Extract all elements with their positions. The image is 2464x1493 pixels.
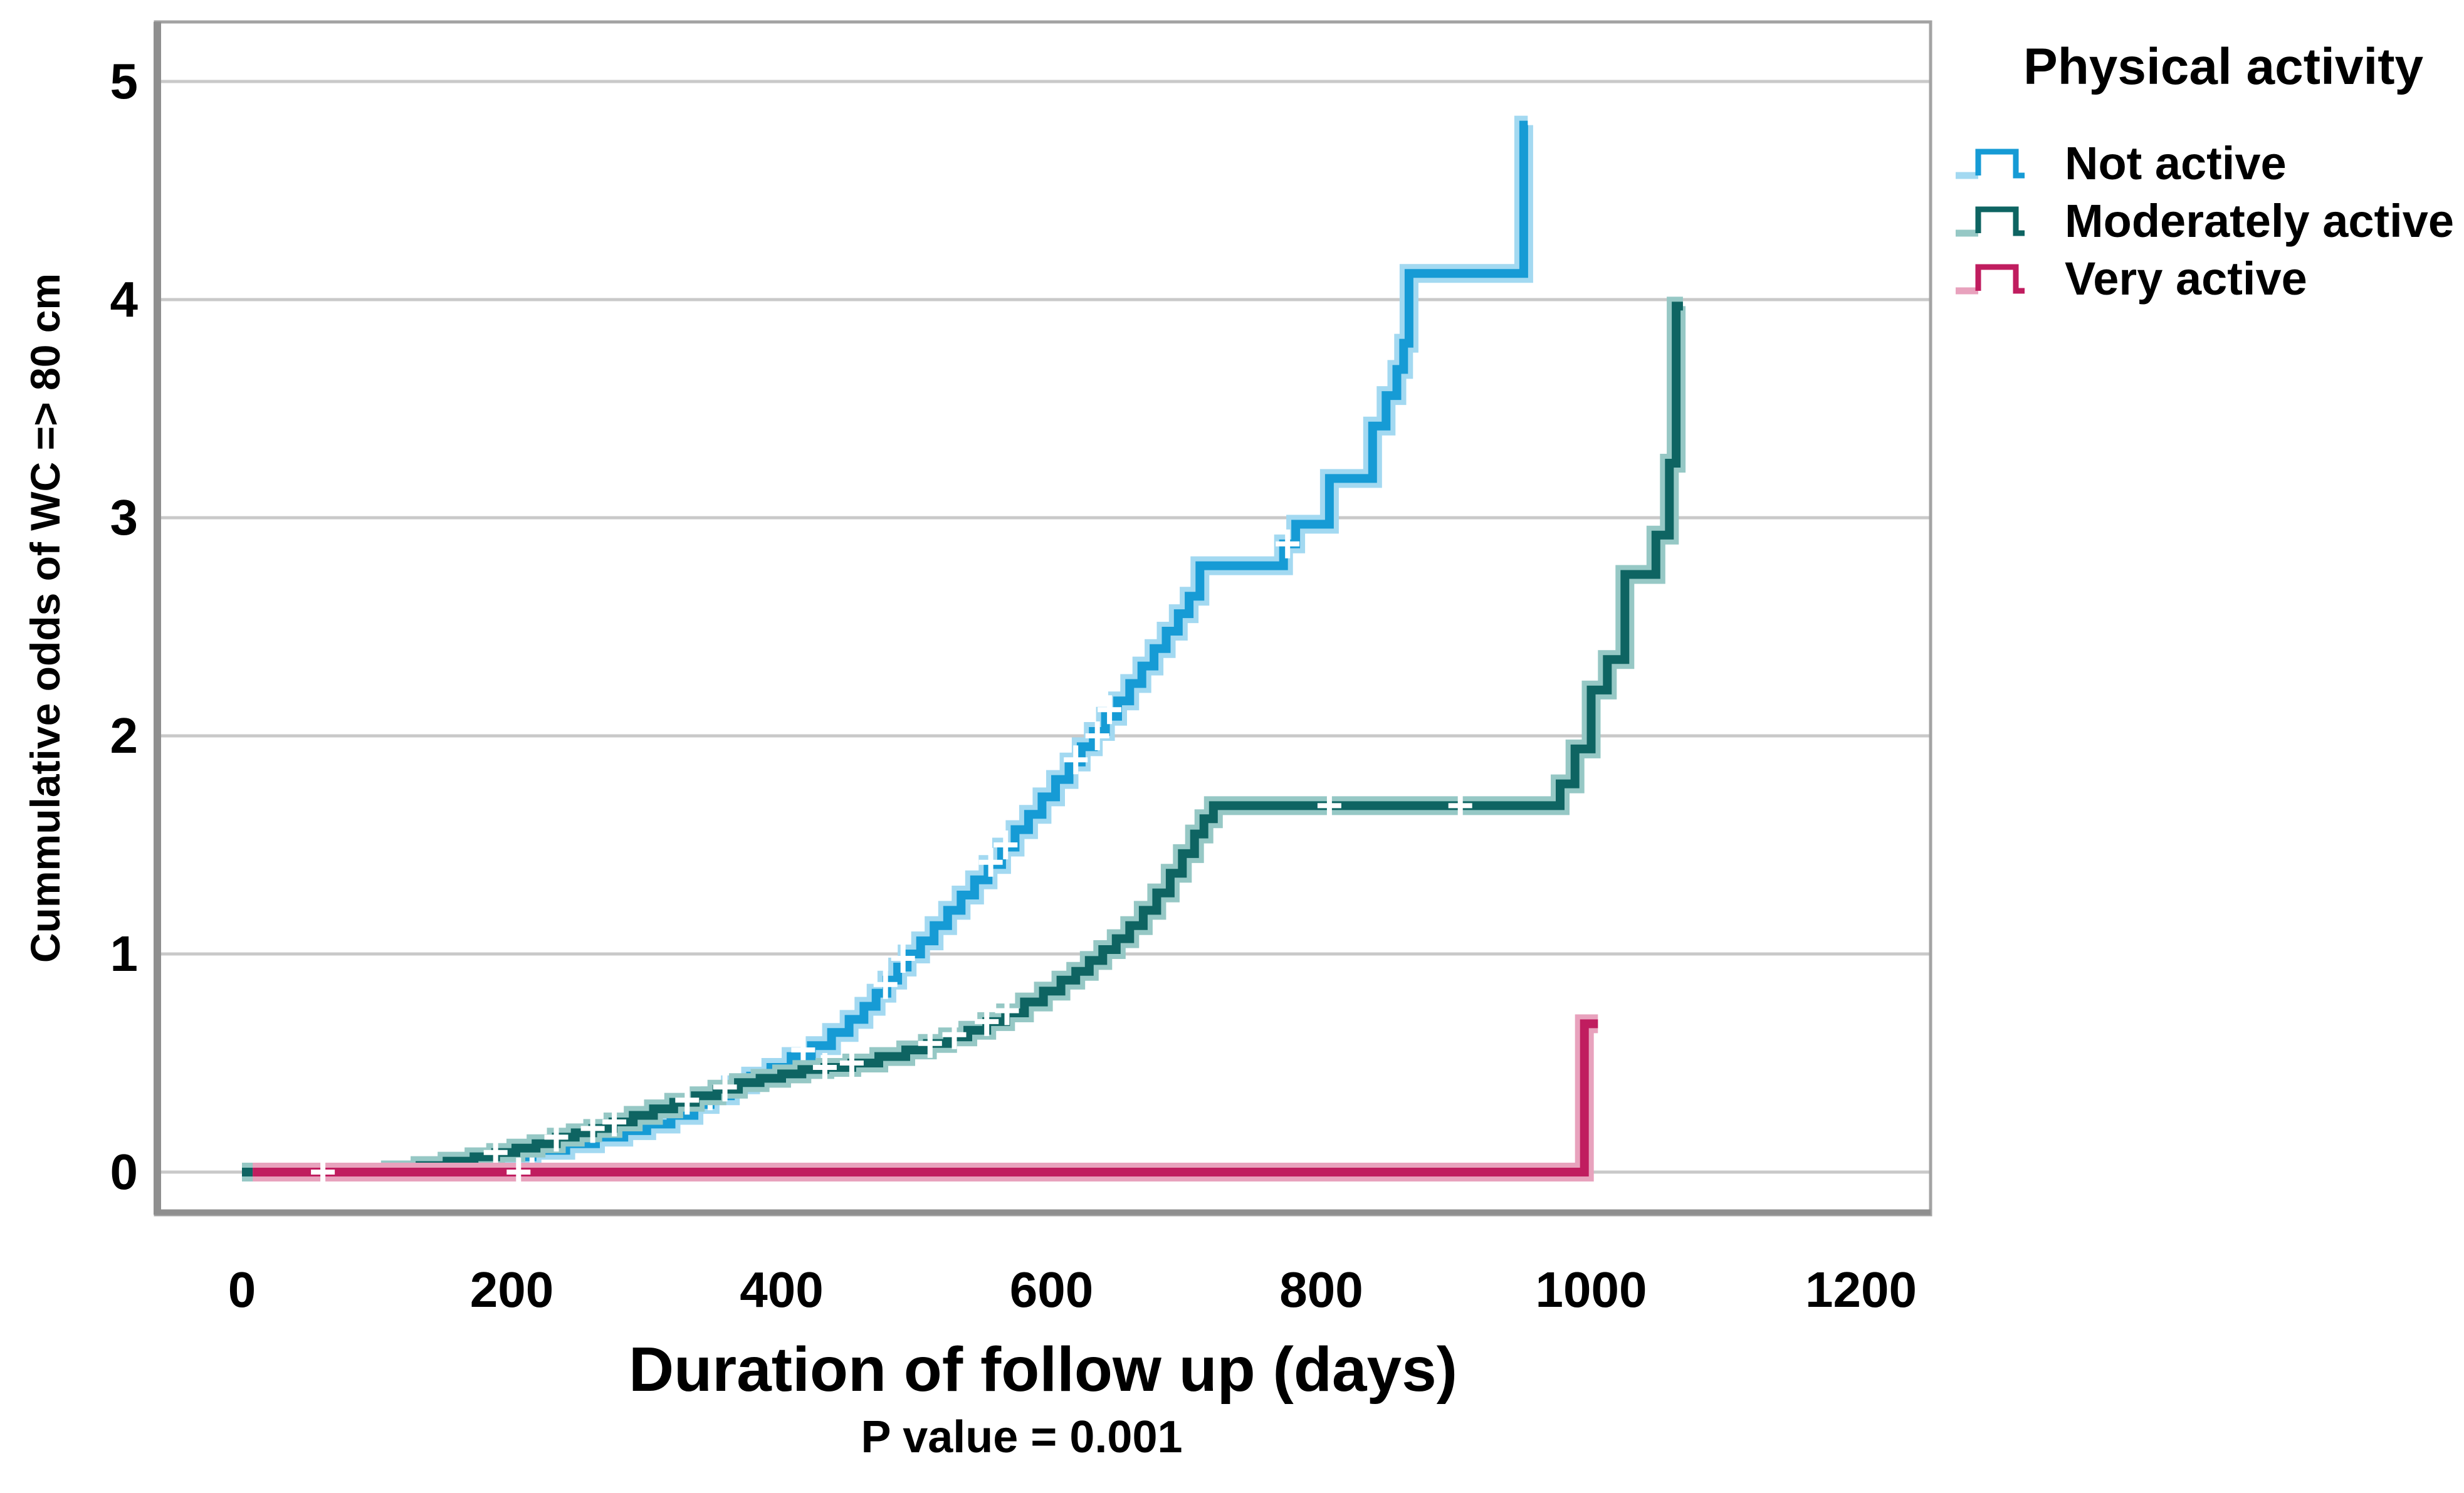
legend: Physical activity Not active Moderately … <box>1954 38 2464 307</box>
y-tick-label-2: 2 <box>110 708 139 763</box>
y-tick-label-3: 3 <box>110 490 139 545</box>
y-tick-label-5: 5 <box>110 53 139 109</box>
legend-title: Physical activity <box>2023 38 2424 95</box>
survival-curve-halo-0 <box>242 115 1533 1181</box>
plot-frame <box>154 20 1932 1217</box>
legend-item-not-active: Not active <box>1954 134 2464 192</box>
step-line-key-icon <box>1956 149 2025 179</box>
y-tick-label-0: 0 <box>110 1144 139 1200</box>
survival-curve-halo-1 <box>242 296 1686 1181</box>
x-tick-label-1200: 1200 <box>1805 1262 1917 1318</box>
legend-item-very-active: Very active <box>1954 249 2464 307</box>
x-tick-label-800: 800 <box>1279 1262 1363 1318</box>
x-tick-label-400: 400 <box>740 1262 824 1318</box>
y-axis-title: Cummulative odds of WC => 80 cm <box>22 273 68 963</box>
step-line-key-icon <box>1956 206 2025 237</box>
y-tick-label-1: 1 <box>110 926 139 982</box>
legend-label: Moderately active <box>2065 194 2455 247</box>
step-line-key-icon <box>1956 264 2025 295</box>
x-tick-label-1000: 1000 <box>1535 1262 1647 1318</box>
x-tick-label-200: 200 <box>469 1262 554 1318</box>
x-axis-title: Duration of follow up (days) <box>628 1334 1458 1405</box>
survival-curve-2 <box>253 1019 1598 1176</box>
legend-label: Very active <box>2065 252 2307 305</box>
y-tick-label-4: 4 <box>110 271 139 327</box>
x-tick-label-0: 0 <box>228 1262 256 1318</box>
p-value-note: P value = 0.001 <box>861 1412 1183 1462</box>
legend-item-moderately-active: Moderately active <box>1954 192 2464 249</box>
legend-label: Not active <box>2065 137 2287 189</box>
x-tick-label-600: 600 <box>1009 1262 1094 1318</box>
